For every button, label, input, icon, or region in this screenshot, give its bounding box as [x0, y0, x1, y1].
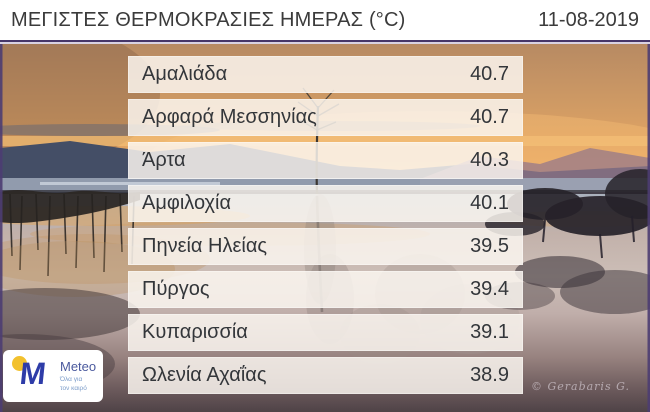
- page-title: ΜΕΓΙΣΤΕΣ ΘΕΡΜΟΚΡΑΣΙΕΣ ΗΜΕΡΑΣ (°C): [11, 8, 406, 31]
- meteo-logo: M Meteo Όλα για τον καιρό: [3, 350, 103, 402]
- date-label: 11-08-2019: [538, 8, 639, 31]
- location-label: Πηνεία Ηλείας: [142, 235, 268, 257]
- header-divider: [0, 40, 650, 44]
- table-row: Ωλενία Αχαΐας 38.9: [128, 357, 523, 394]
- logo-sun-icon: [12, 356, 27, 371]
- table-row: Πύργος 39.4: [128, 271, 523, 308]
- photo-credit: © Gerabaris G.: [530, 380, 630, 393]
- temperature-table: Αμαλιάδα 40.7 Αρφαρά Μεσσηνίας 40.7 Άρτα…: [128, 56, 523, 394]
- table-row: Αμαλιάδα 40.7: [128, 56, 523, 93]
- logo-tagline-line2: τον καιρό: [60, 384, 87, 392]
- temperature-value: 38.9: [470, 364, 509, 386]
- table-row: Κυπαρισσία 39.1: [128, 314, 523, 351]
- temperature-value: 39.1: [470, 321, 509, 343]
- temperature-value: 40.1: [470, 192, 509, 214]
- logo-brand: Meteo: [60, 359, 97, 374]
- location-label: Αμφιλοχία: [142, 192, 232, 214]
- location-label: Αμαλιάδα: [142, 63, 228, 85]
- table-row: Αρφαρά Μεσσηνίας 40.7: [128, 99, 523, 136]
- logo-text: Meteo Όλα για τον καιρό: [60, 360, 96, 394]
- header-bar: ΜΕΓΙΣΤΕΣ ΘΕΡΜΟΚΡΑΣΙΕΣ ΗΜΕΡΑΣ (°C) 11-08-…: [0, 0, 650, 40]
- temperature-value: 39.4: [470, 278, 509, 300]
- table-row: Αμφιλοχία 40.1: [128, 185, 523, 222]
- location-label: Κυπαρισσία: [142, 321, 248, 343]
- location-label: Ωλενία Αχαΐας: [142, 364, 267, 386]
- table-row: Πηνεία Ηλείας 39.5: [128, 228, 523, 265]
- logo-m-icon: M: [18, 356, 48, 391]
- logo-tagline-line1: Όλα για: [60, 376, 83, 383]
- location-label: Πύργος: [142, 278, 210, 300]
- temperature-value: 39.5: [470, 235, 509, 257]
- table-row: Άρτα 40.3: [128, 142, 523, 179]
- temperature-value: 40.3: [470, 149, 509, 171]
- temperature-value: 40.7: [470, 106, 509, 128]
- location-label: Άρτα: [142, 149, 186, 171]
- location-label: Αρφαρά Μεσσηνίας: [142, 106, 317, 128]
- temperature-value: 40.7: [470, 63, 509, 85]
